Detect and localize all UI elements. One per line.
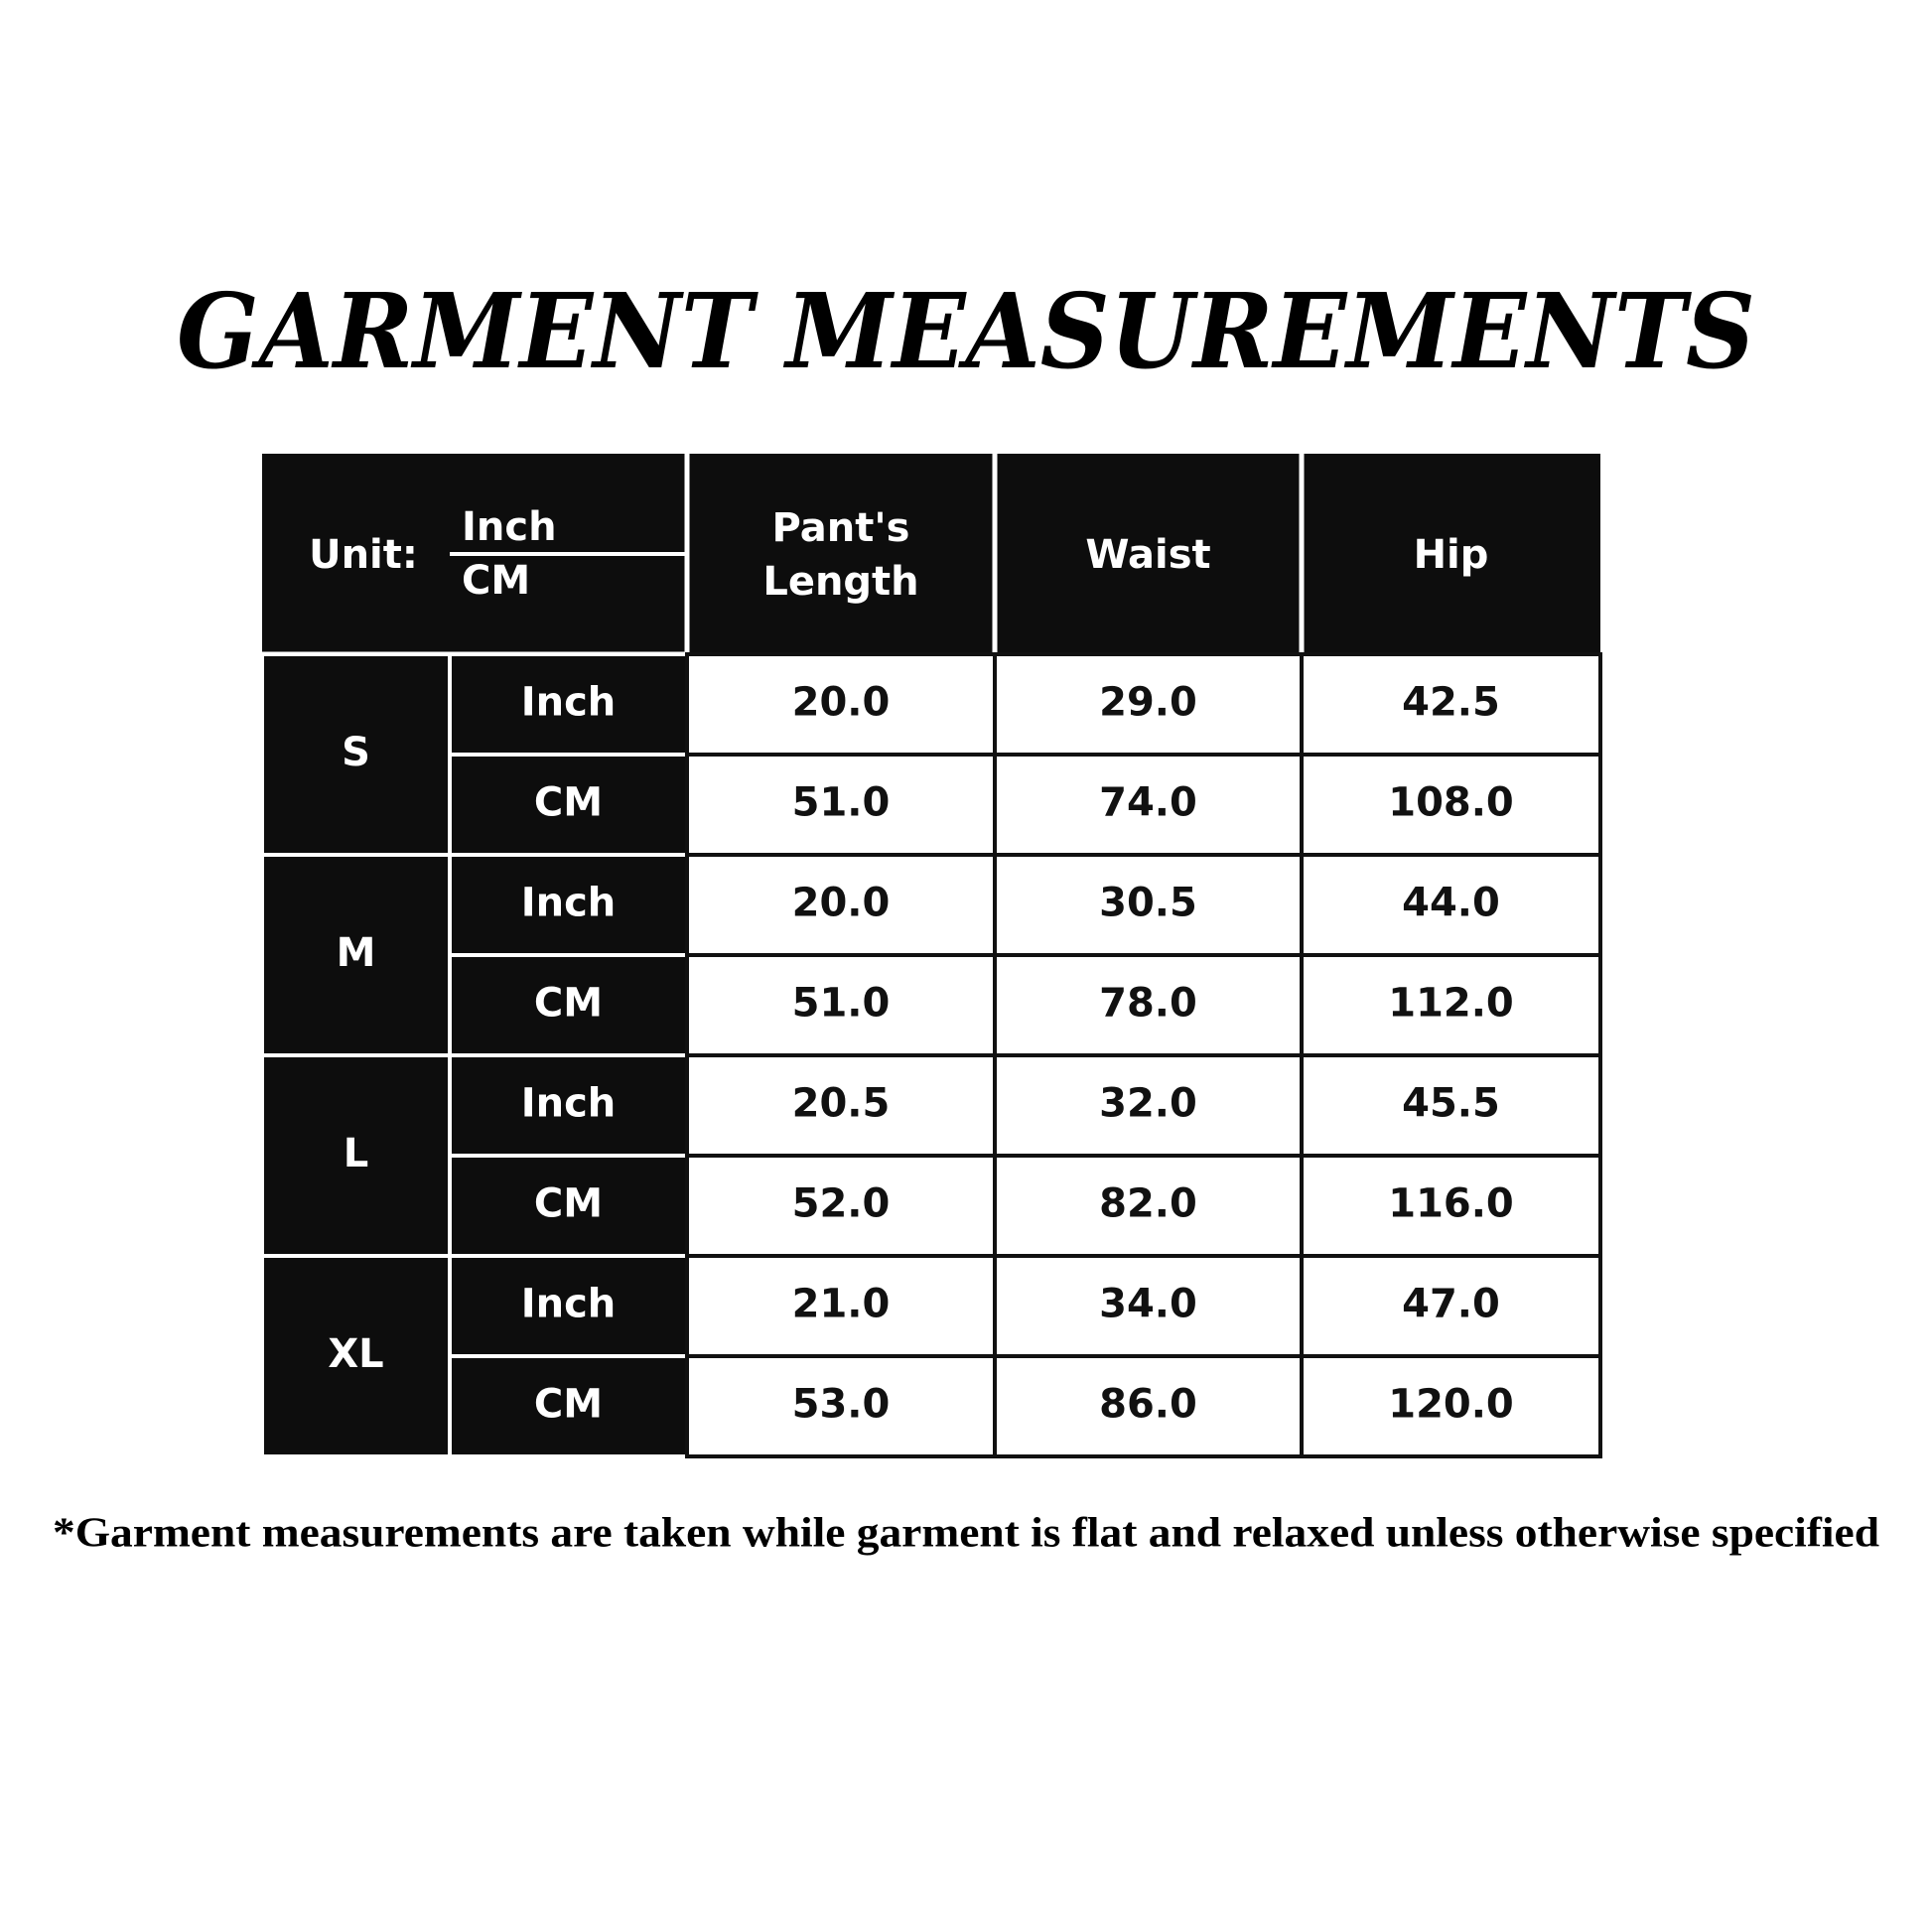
value-text: 52.0 (792, 1181, 891, 1227)
unit-cell (448, 1254, 689, 1358)
value-text: 20.0 (792, 881, 891, 926)
value-text: 34.0 (1099, 1282, 1197, 1327)
unit-cell (448, 753, 689, 857)
value-text: 78.0 (1099, 981, 1197, 1027)
unit-cell (448, 1154, 689, 1258)
column-header: Waist (1085, 532, 1210, 578)
value-cell (993, 1354, 1304, 1458)
value-cell (993, 1154, 1304, 1258)
value-text: 21.0 (792, 1282, 891, 1327)
unit-cell (448, 1354, 689, 1458)
value-text: 53.0 (792, 1382, 891, 1428)
value-text: 74.0 (1099, 780, 1197, 826)
unit-text: Inch (521, 680, 617, 726)
value-text: 51.0 (792, 780, 891, 826)
value-text: 20.0 (792, 680, 891, 726)
size-cell (260, 1254, 452, 1458)
footnote: *Garment measurements are taken while ga… (53, 1511, 1879, 1557)
value-text: 120.0 (1388, 1382, 1514, 1428)
value-text: 86.0 (1099, 1382, 1197, 1428)
value-text: 116.0 (1388, 1181, 1514, 1227)
value-text: 32.0 (1099, 1081, 1197, 1127)
unit-text: CM (534, 1181, 603, 1227)
value-cell (685, 1254, 997, 1358)
value-text: 44.0 (1402, 881, 1500, 926)
size-label: L (344, 1131, 369, 1176)
title: GARMENT MEASUREMENTS (177, 270, 1755, 392)
unit-cell (448, 853, 689, 957)
value-cell (685, 1354, 997, 1458)
value-cell (993, 753, 1304, 857)
value-cell (685, 853, 997, 957)
value-cell (1300, 1154, 1602, 1258)
value-cell (1300, 753, 1602, 857)
unit-text: CM (534, 1382, 603, 1428)
unit-text: Inch (521, 1282, 617, 1327)
value-cell (1300, 652, 1602, 757)
value-text: 45.5 (1402, 1081, 1500, 1127)
value-cell (685, 953, 997, 1057)
unit-text: Inch (521, 881, 617, 926)
value-text: 112.0 (1388, 981, 1514, 1027)
value-text: 42.5 (1402, 680, 1500, 726)
value-text: 20.5 (792, 1081, 891, 1127)
value-cell (685, 753, 997, 857)
size-label: M (337, 930, 376, 976)
size-cell (260, 853, 452, 1057)
value-text: 108.0 (1388, 780, 1514, 826)
size-label: S (342, 730, 370, 775)
value-cell (1300, 1354, 1602, 1458)
unit-cell (448, 953, 689, 1057)
size-label: XL (328, 1331, 383, 1377)
column-header: Pant's Length (762, 505, 918, 605)
value-text: 30.5 (1099, 881, 1197, 926)
value-cell (1300, 1053, 1602, 1158)
value-cell (685, 1053, 997, 1158)
unit-label: Unit: (309, 532, 418, 578)
value-cell (993, 1254, 1304, 1358)
value-text: 47.0 (1402, 1282, 1500, 1327)
value-text: 51.0 (792, 981, 891, 1027)
value-text: 82.0 (1099, 1181, 1197, 1227)
unit-text: CM (534, 780, 603, 826)
value-text: 29.0 (1099, 680, 1197, 726)
unit-option: Inch (462, 504, 557, 550)
value-cell (685, 1154, 997, 1258)
unit-option: CM (462, 558, 530, 604)
column-header: Hip (1414, 532, 1489, 578)
unit-text: Inch (521, 1081, 617, 1127)
unit-text: CM (534, 981, 603, 1027)
